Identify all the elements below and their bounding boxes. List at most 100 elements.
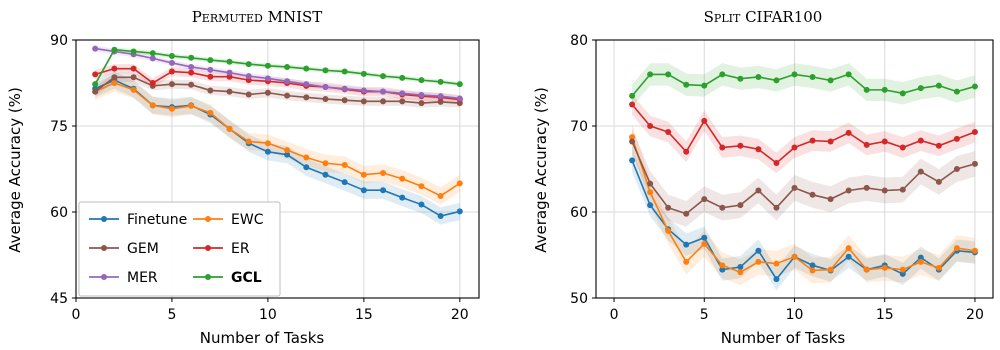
data-point-ewc [755,258,762,265]
y-tick-label: 45 [50,291,68,307]
legend-item-ewc: EWC [193,212,264,228]
y-tick-label: 75 [50,119,68,135]
data-point-gem [791,184,798,191]
legend-item-gcl: GCL [193,270,262,286]
data-point-finetune [456,208,463,215]
data-point-finetune [380,187,387,194]
data-point-ewc [341,161,348,168]
data-point-gem [168,81,175,88]
x-tick-label: 5 [700,307,709,323]
data-point-ewc [226,125,233,132]
x-axis-label-left: Number of Tasks [200,329,325,347]
y-tick-label: 90 [50,33,68,49]
data-point-gem [935,178,942,185]
data-point-gcl [264,62,271,69]
data-point-mer [380,88,387,95]
data-point-er [130,65,137,72]
series-line-ewc [631,136,976,274]
data-point-gem [399,98,406,105]
data-point-mer [303,81,310,88]
data-point-gcl [773,77,780,84]
data-point-finetune [399,194,406,201]
data-point-gcl [881,86,888,93]
chart-split-cifar100: 0 5 10 15 20 50 60 70 80 [570,33,994,323]
x-tick-label: 0 [72,307,81,323]
data-point-gcl [322,67,329,74]
data-point-gcl [399,74,406,81]
data-point-er [683,148,690,155]
confidence-band-gem [95,72,460,108]
data-point-gem [226,88,233,95]
data-point-er [188,69,195,76]
data-point-er [207,73,214,80]
data-point-gem [629,138,636,145]
data-point-ewc [899,266,906,273]
data-point-ewc [737,269,744,276]
data-point-mer [188,63,195,70]
legend: Finetune EWC GEM ER MER GCL [78,201,281,297]
data-point-mer [207,66,214,73]
data-point-gem [360,98,367,105]
data-point-er [881,138,888,145]
x-tick-label: 10 [259,307,277,323]
series-line-gem [631,141,976,215]
data-point-finetune [284,151,291,158]
data-point-er [917,137,924,144]
data-point-gem [755,187,762,194]
series-line-mer [95,47,460,100]
data-point-er [629,101,636,108]
data-point-ewc [701,240,708,247]
data-point-gem [130,74,137,81]
data-point-gem [207,87,214,94]
data-point-ewc [437,192,444,199]
data-point-gem [827,196,834,203]
data-point-gem [380,98,387,105]
data-point-ewc [207,109,214,116]
data-point-gcl [168,53,175,60]
legend-item-mer: MER [89,270,158,286]
data-point-finetune [773,276,780,283]
legend-label: EWC [231,212,264,228]
data-point-mer [418,92,425,99]
data-point-gem [863,184,870,191]
chart-title-left: Permuted MNIST [192,8,323,26]
data-point-gem [845,187,852,194]
confidence-band-er [632,94,975,174]
data-point-gcl [899,90,906,97]
data-point-er [827,138,834,145]
plot-frame [75,39,480,299]
data-point-gem [647,180,654,187]
data-point-finetune [629,157,636,164]
data-point-gcl [953,88,960,95]
confidence-band-finetune [95,71,460,225]
x-tick-label: 15 [355,307,373,323]
data-point-finetune [683,241,690,248]
data-point-gcl [380,73,387,80]
data-point-gem [971,160,978,167]
confidence-band-finetune [632,149,975,291]
data-point-finetune [647,202,654,209]
data-point-gcl [149,50,156,57]
data-point-gcl [791,71,798,78]
data-point-finetune [303,164,310,171]
data-point-gem [683,210,690,217]
x-tick-label: 0 [610,307,619,323]
data-point-er [149,80,156,86]
chart-permuted-mnist: 0 5 10 15 20 45 60 75 90 Finetune EWC GEM ER MER GCL [50,33,480,323]
data-point-ewc [845,245,852,252]
y-tick-label: 80 [570,33,588,49]
y-tick-label: 70 [570,119,588,135]
data-point-finetune [322,171,329,178]
data-point-finetune [360,187,367,194]
data-point-mer [341,85,348,92]
x-tick-label: 20 [451,307,469,323]
data-point-gem [322,96,329,103]
data-point-mer [437,93,444,100]
data-point-ewc [284,147,291,154]
series-line-gcl [94,48,460,85]
data-point-gem [284,92,291,99]
data-point-ewc [791,253,798,260]
legend-swatch-marker [205,216,211,222]
data-point-mer [284,78,291,85]
